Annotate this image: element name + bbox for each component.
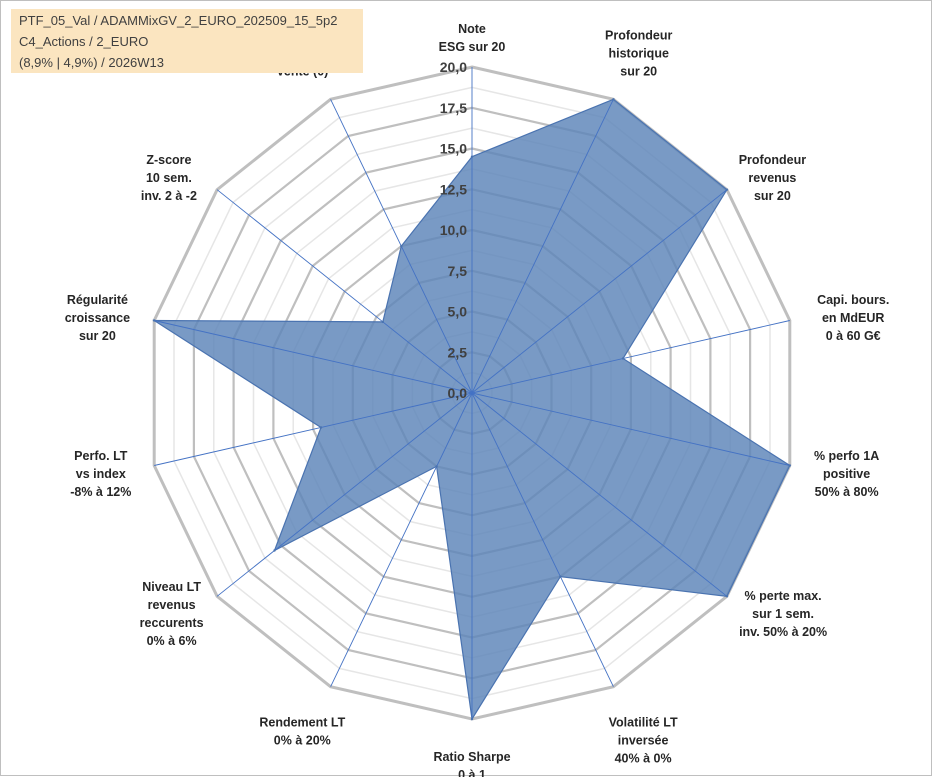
axis-label: 0% à 20% [274,733,331,747]
axis-spoke [471,320,790,394]
axis-label: Rendement LT [259,715,345,729]
data-point [470,717,474,721]
axis-label: Capi. bours. [817,293,889,307]
data-point [725,188,729,191]
axis-label: revenus [148,598,196,612]
tick-label: 15,0 [440,141,467,157]
data-point [612,98,615,101]
axis-label: Profondeur [739,153,806,167]
axis-spoke [154,320,473,394]
data-point [788,464,791,467]
data-point [381,320,384,324]
info-line-category: C4_Actions / 2_EURO [19,34,149,49]
data-point [435,465,438,468]
axis-label: Volatilité LT [609,715,678,729]
tick-label: 20,0 [440,59,467,75]
axis-label: ESG sur 20 [439,40,506,54]
axis-spoke [330,392,473,687]
info-line-stats: (8,9% | 4,9%) / 2026W13 [19,55,165,70]
axis-label: Profondeur [605,29,672,43]
axis-label: historique [608,47,668,61]
axis-spoke [471,99,614,394]
axis-label: inversée [618,733,669,747]
axis-label: 0% à 6% [147,634,197,648]
tick-label: 17,5 [440,100,467,116]
axis-spoke [154,392,473,466]
axis-label: positive [823,467,870,481]
data-point [725,595,729,598]
tick-label: 10,0 [440,222,467,238]
data-point [319,426,323,429]
tick-label: 0,0 [448,385,468,401]
axis-label: reccurents [140,616,204,630]
axis-label: sur 1 sem. [752,607,814,621]
axis-spoke [216,189,473,394]
data-point [470,155,474,158]
axis-label: 10 sem. [146,171,192,185]
axis-spoke [471,392,614,687]
axis-label: Perfo. LT [74,449,128,463]
axis-label: 40% à 0% [615,751,672,765]
axis-spoke [471,189,728,394]
axis-label: sur 20 [754,189,791,203]
axis-label: sur 20 [79,329,116,343]
axis-label: croissance [65,311,130,325]
axis-label: Régularité [67,293,128,307]
data-point [400,244,403,248]
axis-label: -8% à 12% [70,485,131,499]
data-point [559,575,562,578]
axis-label: Ratio Sharpe [433,750,510,764]
axis-label: Z-score [146,153,191,167]
axis-label: % perte max. [745,589,822,603]
tick-label: 7,5 [448,263,468,279]
axis-label: vs index [76,467,126,481]
tick-label: 5,0 [448,304,468,320]
axis-spoke [471,392,728,597]
axis-label: Note [458,22,486,36]
data-point [621,357,625,360]
tick-label: 12,5 [440,181,467,197]
axis-label: en MdEUR [822,311,885,325]
axis-label: inv. 50% à 20% [739,625,827,639]
info-line-portfolio: PTF_05_Val / ADAMMixGV_2_EURO_202509_15_… [19,13,338,28]
axis-label: 50% à 80% [815,485,879,499]
axis-label: 0 à 1 [458,768,486,777]
info-box: PTF_05_Val / ADAMMixGV_2_EURO_202509_15_… [11,9,363,73]
axis-spoke [471,392,790,466]
axis-label: sur 20 [620,65,657,79]
axis-label: % perfo 1A [814,449,879,463]
tick-label: 2,5 [448,344,468,360]
axis-label: revenus [748,171,796,185]
data-point [273,549,276,552]
axis-label: Niveau LT [142,580,201,594]
axis-spoke [216,392,473,597]
axis-label: 0 à 60 G€ [826,329,881,343]
data-point [153,319,156,322]
axis-label: inv. 2 à -2 [141,189,197,203]
